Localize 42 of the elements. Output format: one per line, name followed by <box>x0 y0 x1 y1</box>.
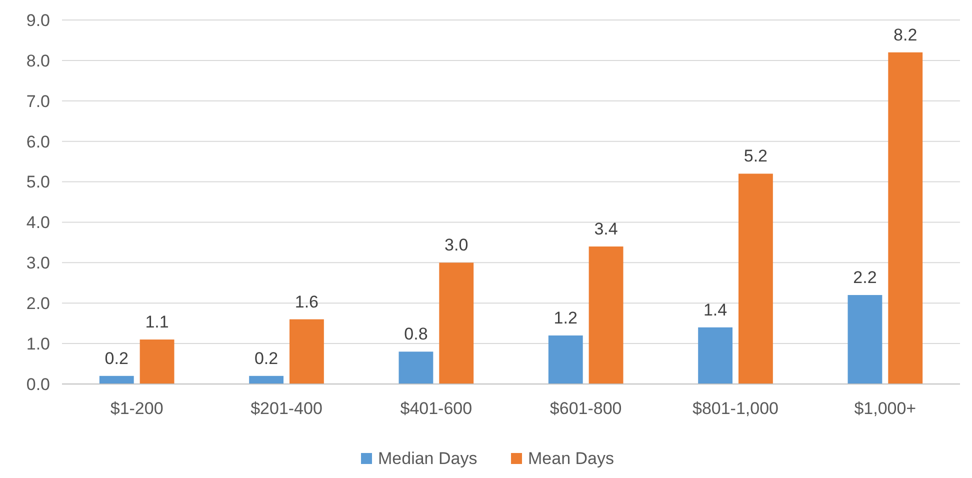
bar <box>99 376 134 384</box>
y-tick-label: 2.0 <box>26 294 50 314</box>
y-tick-label: 6.0 <box>26 132 50 152</box>
bar <box>698 327 733 384</box>
data-label: 3.4 <box>594 219 618 238</box>
y-tick-label: 0.0 <box>26 374 50 394</box>
data-label: 1.1 <box>145 312 169 332</box>
data-label: 8.2 <box>894 25 918 44</box>
data-label: 0.2 <box>254 348 278 368</box>
data-label: 1.4 <box>703 300 728 320</box>
x-tick-label: $201-400 <box>250 399 322 418</box>
y-tick-label: 5.0 <box>26 172 50 192</box>
bar <box>398 352 434 384</box>
bar <box>249 376 284 384</box>
bar <box>140 340 174 384</box>
bar <box>848 295 882 384</box>
data-label: 1.6 <box>294 292 319 312</box>
data-label: 2.2 <box>853 268 877 288</box>
y-tick-label: 3.0 <box>26 254 50 273</box>
x-tick-label: $1-200 <box>110 399 164 418</box>
y-tick-label: 8.0 <box>26 51 50 70</box>
legend-label: Median Days <box>378 449 478 468</box>
legend-label: Mean Days <box>528 449 614 468</box>
y-tick-label: 9.0 <box>26 10 50 30</box>
data-label: 3.0 <box>444 236 468 255</box>
y-tick-label: 4.0 <box>26 213 50 232</box>
x-tick-label: $1,000+ <box>854 399 916 418</box>
bar <box>548 335 583 384</box>
bar <box>888 52 923 384</box>
x-tick-label: $801-1,000 <box>692 399 779 418</box>
bar <box>588 246 624 384</box>
data-label: 0.2 <box>104 348 128 368</box>
bar <box>289 319 324 384</box>
bar <box>738 174 773 384</box>
y-tick-label: 1.0 <box>26 334 50 354</box>
x-tick-label: $401-600 <box>400 399 472 418</box>
bar <box>439 262 474 384</box>
y-tick-label: 7.0 <box>26 92 50 111</box>
x-tick-label: $601-800 <box>550 399 622 418</box>
data-label: 0.8 <box>404 324 428 344</box>
data-label: 5.2 <box>744 146 768 166</box>
data-label: 1.2 <box>554 308 578 328</box>
